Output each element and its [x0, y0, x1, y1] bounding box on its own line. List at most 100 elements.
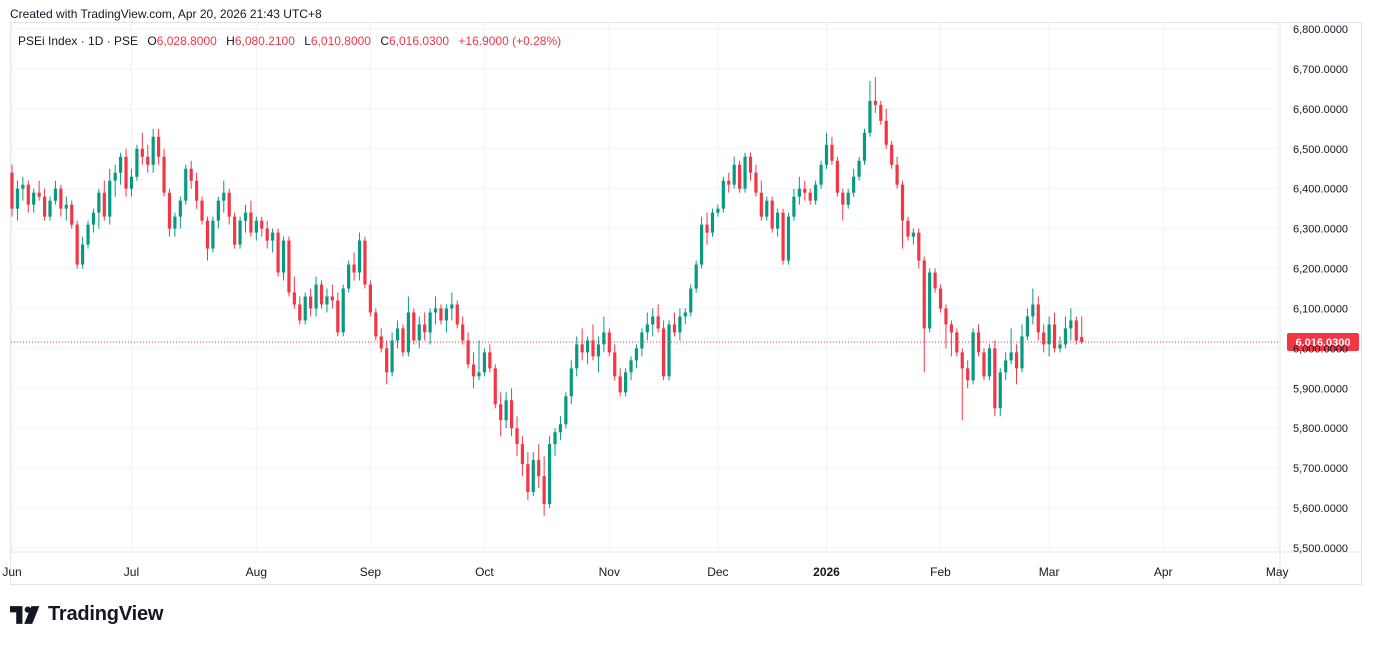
candle-body	[960, 352, 964, 369]
open-value: 6,028.8000	[156, 34, 217, 48]
candle-body	[759, 192, 763, 217]
candle	[852, 168, 856, 197]
candle	[493, 364, 497, 409]
candle	[303, 292, 307, 325]
candle	[15, 180, 20, 221]
candle-body	[146, 156, 150, 165]
candle	[1036, 296, 1040, 341]
candle-body	[363, 240, 367, 285]
candle-body	[656, 316, 660, 329]
candle	[743, 152, 747, 193]
candle	[531, 452, 535, 497]
candle	[21, 176, 25, 201]
candle	[944, 304, 948, 349]
candle-body	[32, 192, 36, 205]
candle-body	[786, 216, 791, 261]
candle-body	[254, 220, 258, 233]
y-tick-label: 6,200.0000	[1293, 264, 1348, 276]
candle	[884, 108, 888, 149]
candle-body	[911, 232, 915, 237]
candle	[281, 236, 286, 281]
candle	[471, 352, 476, 389]
candle	[385, 340, 389, 385]
candle	[151, 128, 155, 173]
candle	[238, 216, 242, 249]
candle	[292, 276, 296, 309]
candle	[1004, 352, 1008, 381]
candle	[417, 316, 421, 349]
candle	[113, 164, 117, 197]
candle	[271, 228, 275, 253]
candle-body	[216, 200, 220, 221]
candle	[949, 320, 953, 357]
candle	[526, 452, 530, 501]
candle	[738, 160, 742, 193]
candle-body	[1058, 344, 1062, 349]
candle	[841, 188, 845, 221]
last-price-label: 6,016.0300	[1295, 337, 1350, 349]
candle	[819, 160, 823, 189]
candle	[499, 392, 503, 437]
candle	[596, 336, 601, 373]
candle-body	[651, 316, 655, 325]
candle-body	[596, 344, 601, 357]
candle-body	[439, 308, 443, 321]
candle-body	[884, 120, 888, 145]
candle-body	[330, 296, 334, 301]
candle-body	[928, 272, 932, 329]
last-price-badge	[1287, 332, 1359, 351]
candle-body	[461, 324, 465, 341]
tradingview-brand[interactable]: TradingView	[10, 603, 163, 626]
candle-body	[1042, 332, 1046, 345]
candle	[200, 196, 204, 225]
candle	[222, 180, 226, 213]
candle	[569, 360, 573, 405]
x-tick-label: Apr	[1154, 565, 1173, 579]
candle-body	[395, 328, 400, 341]
candle-body	[900, 184, 905, 221]
candle-body	[1069, 320, 1073, 329]
candle-body	[390, 340, 394, 373]
candle	[857, 156, 861, 181]
candle	[830, 136, 834, 165]
candle	[1047, 316, 1051, 357]
candle-body	[368, 284, 372, 313]
candle-body	[852, 176, 856, 193]
candle-body	[91, 212, 96, 225]
candle-body	[428, 312, 432, 333]
candle-body	[569, 368, 573, 397]
candle-body	[1052, 324, 1057, 349]
candle	[976, 324, 981, 357]
candle-body	[53, 188, 58, 201]
candle-body	[173, 216, 177, 229]
candle	[97, 188, 101, 229]
candle	[700, 216, 704, 269]
candle	[428, 308, 432, 345]
candle	[645, 312, 649, 341]
candle	[1020, 324, 1024, 373]
candle	[341, 284, 345, 337]
candle	[75, 220, 79, 269]
candle-body	[835, 160, 839, 193]
candle-body	[417, 324, 421, 341]
candle	[233, 212, 237, 249]
candle-body	[542, 476, 546, 505]
candle	[672, 312, 677, 337]
grid-lines	[10, 22, 1362, 584]
candle	[553, 428, 557, 457]
candle-body	[564, 396, 568, 425]
candle-body	[689, 288, 693, 313]
candle-body	[406, 312, 410, 353]
candle	[537, 444, 541, 489]
candle-body	[319, 284, 324, 305]
candle	[1025, 308, 1030, 341]
candle-body	[357, 240, 362, 273]
x-tick-label: Sep	[360, 565, 382, 579]
candle	[515, 416, 519, 457]
candle-body	[189, 168, 193, 181]
candle	[189, 160, 193, 189]
candle-body	[151, 136, 155, 165]
candle	[873, 76, 877, 113]
candle-body	[700, 224, 704, 265]
